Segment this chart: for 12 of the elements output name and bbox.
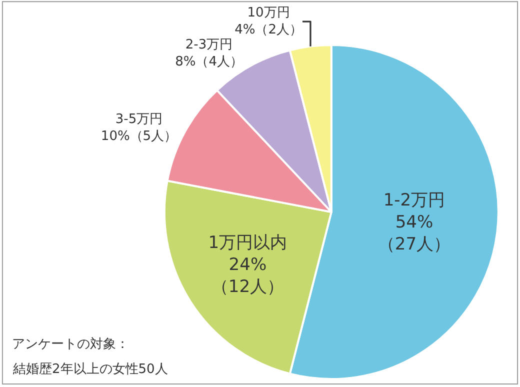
text: アンケートの対象： [12, 336, 129, 352]
data-label: 4%（2人） [234, 22, 302, 38]
data-label: 10%（5人） [100, 128, 178, 144]
slice-label: 1万円以内 [208, 233, 288, 254]
data-label: 54% （27人） [378, 212, 451, 255]
data-label: 8%（4人） [175, 54, 243, 70]
data-label: 24% （12人） [211, 255, 284, 298]
slice-label: 10万円 [247, 6, 290, 21]
text: 結婚歴2年以上の女性50人 [12, 362, 168, 377]
slice-label: 3-5万円 [115, 112, 163, 127]
slice-label: 1-2万円 [383, 190, 446, 210]
slice-label: 2-3万円 [185, 37, 233, 52]
